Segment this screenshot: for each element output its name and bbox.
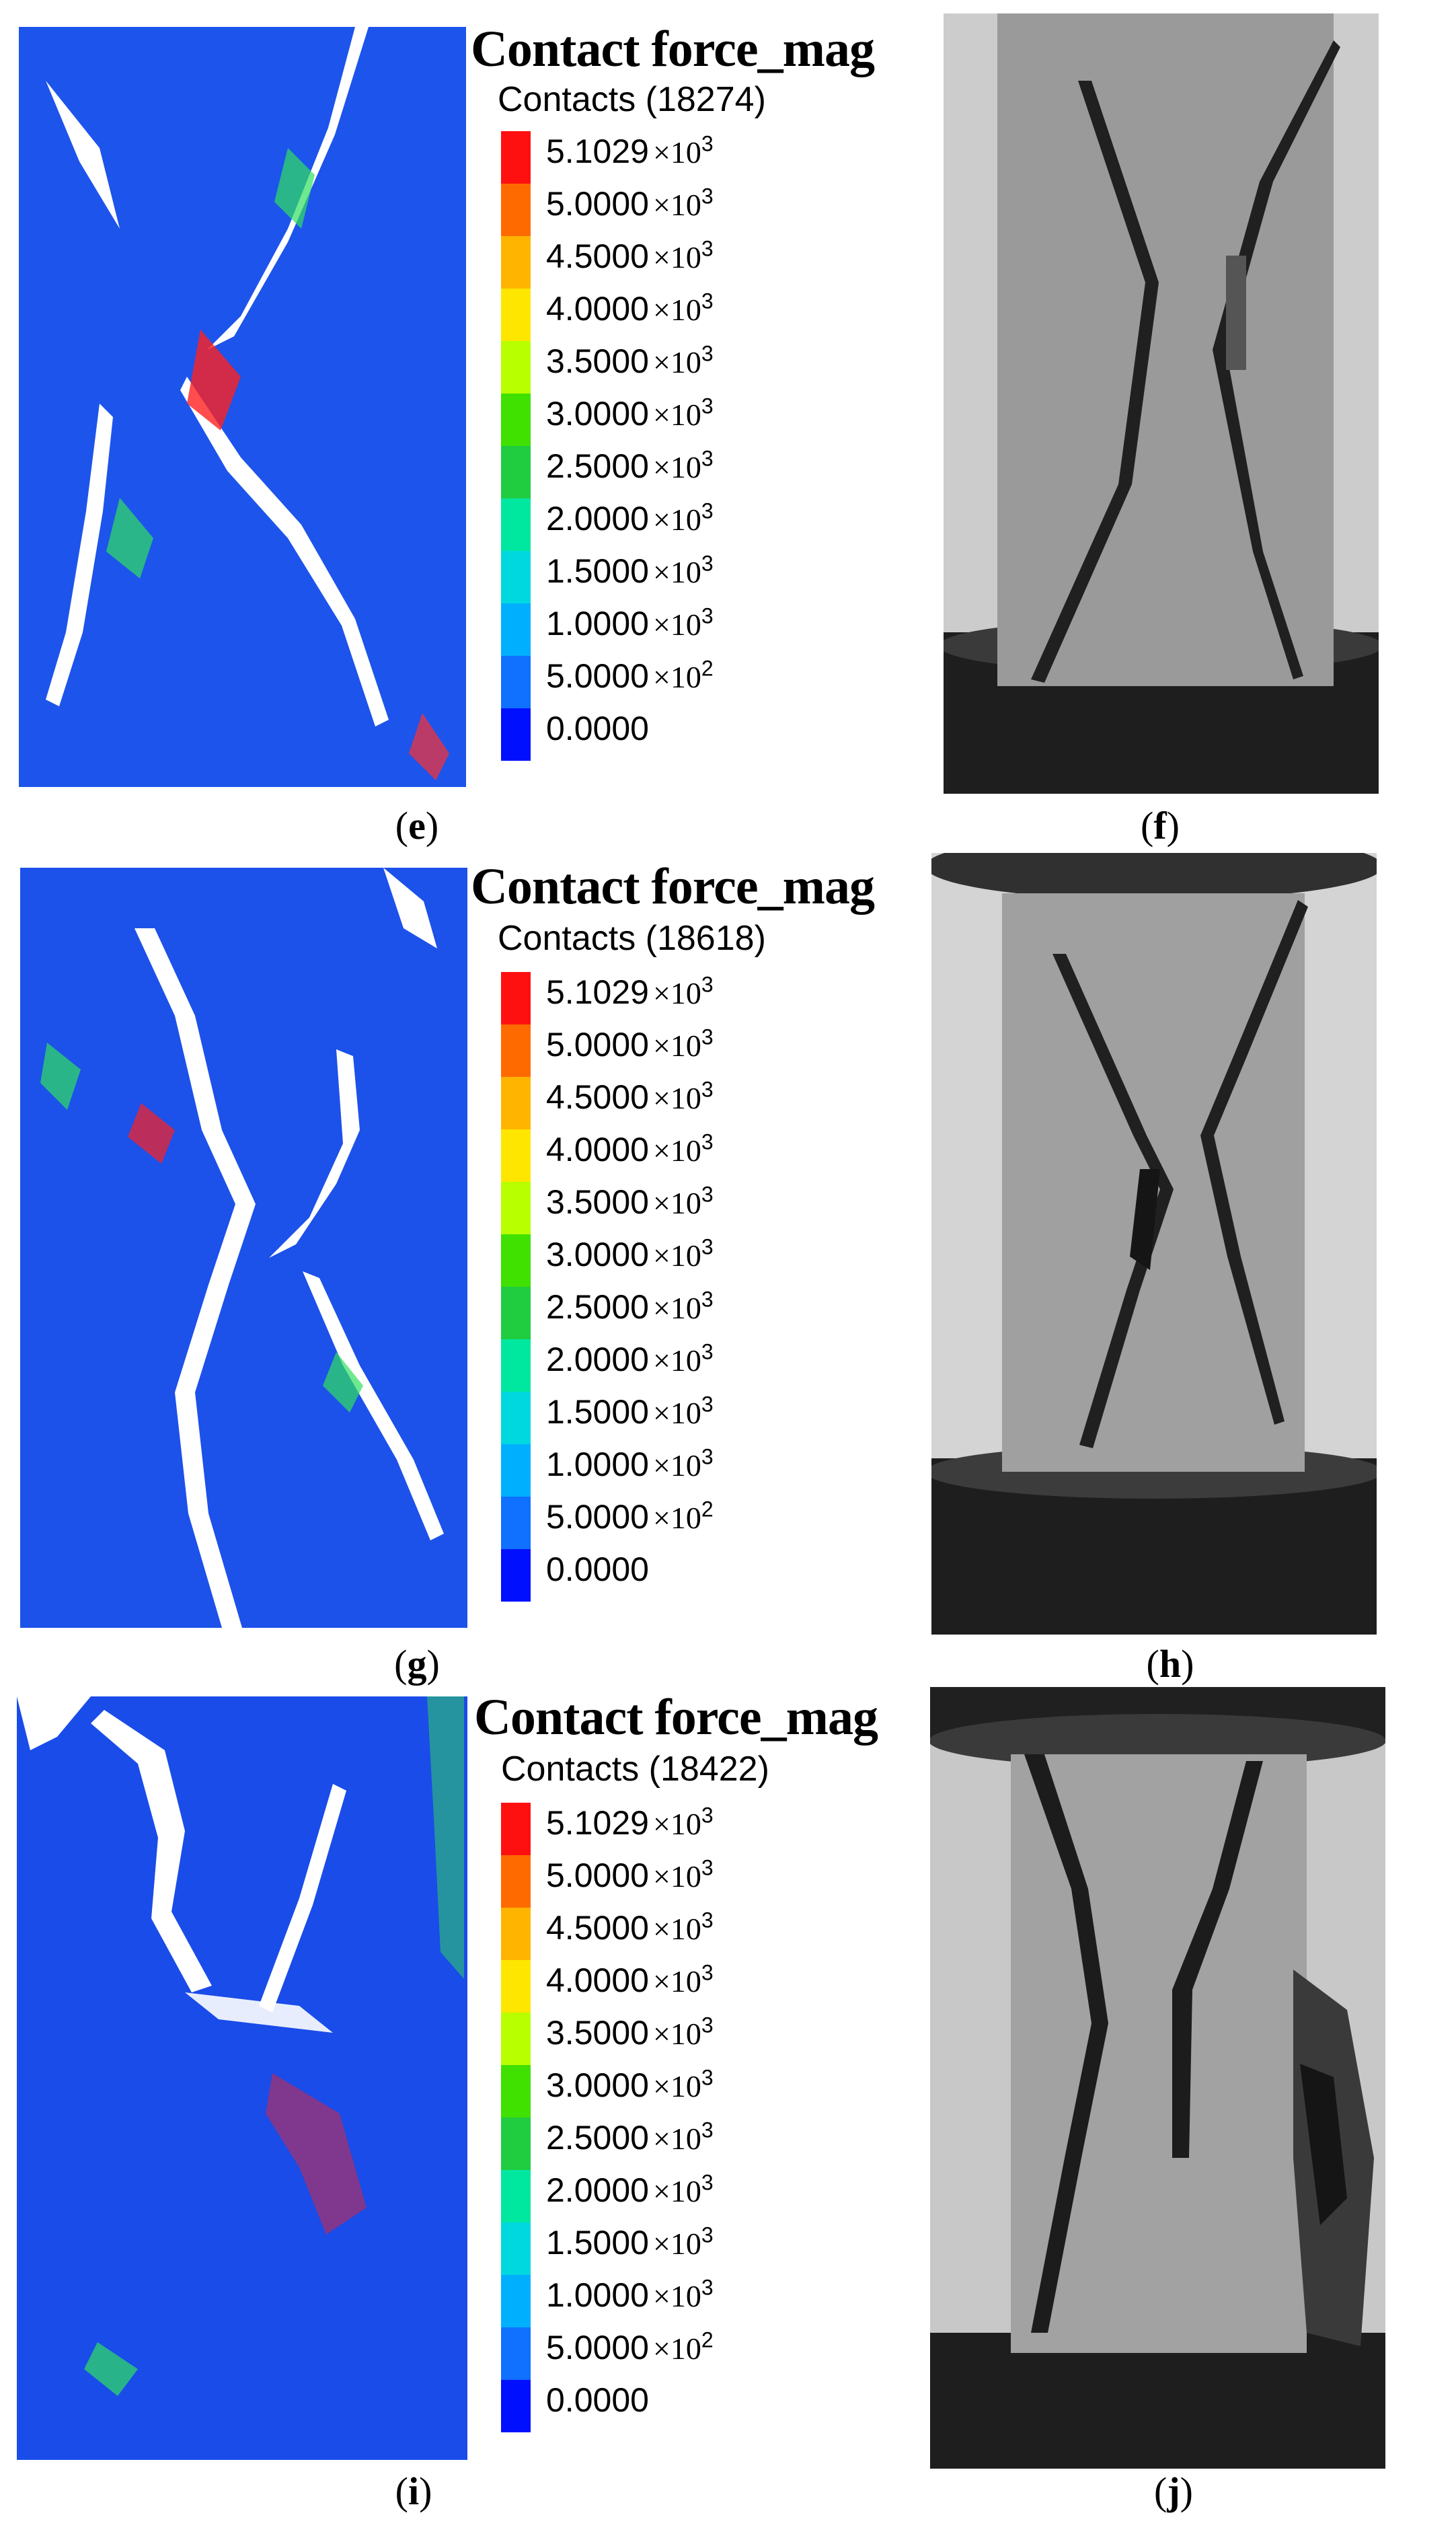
colorbar-segment [501, 972, 531, 1024]
legend-tick-label: 1.0000 ×103 [546, 2275, 714, 2314]
legend-title: Contact force_mag [471, 858, 875, 915]
legend-tick-label: 4.0000 ×103 [546, 289, 714, 328]
colorbar-segment [501, 1287, 531, 1339]
colorbar-segment [501, 1855, 531, 1908]
legend-tick-label: 5.1029 ×103 [546, 131, 714, 170]
colorbar-segment [501, 708, 531, 761]
colorbar-segment [501, 446, 531, 498]
colorbar-segment [501, 2013, 531, 2065]
contacts-count-label: Contacts (18422) [501, 1750, 769, 1789]
legend-tick-label: 0.0000 [546, 710, 649, 747]
contact-force-simulation-i [17, 1696, 467, 2460]
colorbar-segment [501, 2380, 531, 2432]
caption-f: (f) [1141, 804, 1180, 848]
colorbar-segment [501, 236, 531, 289]
colorbar-segment [501, 1549, 531, 1602]
legend-tick-label: 1.5000 ×103 [546, 551, 714, 590]
colorbar [501, 1803, 531, 2432]
colorbar-segment [501, 2275, 531, 2327]
colorbar-segment [501, 184, 531, 236]
colorbar-segment [501, 1908, 531, 1960]
colorbar-segment [501, 1234, 531, 1287]
legend-tick-label: 5.0000 ×102 [546, 2327, 714, 2366]
specimen-photo-h [931, 853, 1377, 1635]
legend-tick-label: 1.5000 ×103 [546, 1392, 714, 1431]
colorbar-segment [501, 1497, 531, 1549]
contact-force-simulation-g [20, 868, 467, 1628]
colorbar-segment [501, 498, 531, 551]
colorbar-segment [501, 2065, 531, 2118]
colorbar-segment [501, 2118, 531, 2170]
legend-tick-label: 2.5000 ×103 [546, 446, 714, 485]
colorbar-segment [501, 394, 531, 446]
legend-tick-label: 5.1029 ×103 [546, 1803, 714, 1842]
legend-tick-label: 2.0000 ×103 [546, 498, 714, 537]
legend-tick-label: 2.0000 ×103 [546, 2170, 714, 2209]
colorbar-segment [501, 1024, 531, 1077]
colorbar-segment [501, 1077, 531, 1129]
legend-tick-label: 3.0000 ×103 [546, 2065, 714, 2104]
colorbar-segment [501, 551, 531, 603]
colorbar [501, 131, 531, 761]
legend-tick-label: 3.0000 ×103 [546, 394, 714, 433]
contacts-count-label: Contacts (18618) [498, 919, 766, 958]
legend-tick-label: 4.5000 ×103 [546, 1077, 714, 1116]
legend-tick-label: 5.0000 ×102 [546, 1497, 714, 1536]
colorbar-segment [501, 1339, 531, 1392]
specimen-photo-f [944, 13, 1379, 794]
colorbar-segment [501, 131, 531, 184]
legend-tick-label: 4.0000 ×103 [546, 1960, 714, 1999]
legend-tick-label: 1.0000 ×103 [546, 603, 714, 642]
legend-title: Contact force_mag [474, 1689, 878, 1746]
caption-g: (g) [394, 1642, 440, 1686]
caption-e: (e) [395, 804, 439, 848]
colorbar-segment [501, 1960, 531, 2013]
colorbar-segment [501, 656, 531, 708]
legend-tick-label: 5.0000 ×102 [546, 656, 714, 695]
caption-h: (h) [1146, 1642, 1194, 1686]
colorbar-segment [501, 289, 531, 341]
legend-tick-label: 5.0000 ×103 [546, 1855, 714, 1894]
legend-tick-label: 1.0000 ×103 [546, 1444, 714, 1483]
colorbar-segment [501, 2222, 531, 2275]
legend-tick-label: 2.0000 ×103 [546, 1339, 714, 1378]
legend-title: Contact force_mag [471, 21, 875, 77]
caption-j: (j) [1154, 2469, 1193, 2513]
colorbar-segment [501, 1182, 531, 1234]
colorbar-segment [501, 1392, 531, 1444]
legend-tick-label: 5.0000 ×103 [546, 184, 714, 223]
specimen-photo-j [930, 1687, 1385, 2469]
colorbar-segment [501, 2170, 531, 2222]
legend-tick-label: 3.5000 ×103 [546, 2013, 714, 2052]
caption-i: (i) [395, 2469, 432, 2513]
legend-tick-label: 5.0000 ×103 [546, 1024, 714, 1063]
contacts-count-label: Contacts (18274) [498, 80, 766, 119]
legend-tick-label: 4.0000 ×103 [546, 1129, 714, 1168]
legend-tick-label: 2.5000 ×103 [546, 2118, 714, 2157]
legend-tick-label: 4.5000 ×103 [546, 1908, 714, 1947]
legend-tick-label: 0.0000 [546, 1550, 649, 1588]
legend-tick-label: 0.0000 [546, 2381, 649, 2419]
legend-tick-label: 3.5000 ×103 [546, 1182, 714, 1221]
legend-tick-label: 3.5000 ×103 [546, 341, 714, 380]
colorbar-segment [501, 2327, 531, 2380]
colorbar-segment [501, 1129, 531, 1182]
colorbar-segment [501, 1444, 531, 1497]
legend-tick-label: 4.5000 ×103 [546, 236, 714, 275]
colorbar-segment [501, 603, 531, 656]
colorbar [501, 972, 531, 1602]
legend-tick-label: 3.0000 ×103 [546, 1234, 714, 1273]
colorbar-segment [501, 341, 531, 394]
contact-force-simulation-e [19, 27, 466, 787]
colorbar-segment [501, 1803, 531, 1855]
legend-tick-label: 2.5000 ×103 [546, 1287, 714, 1326]
legend-tick-label: 1.5000 ×103 [546, 2222, 714, 2261]
legend-tick-label: 5.1029 ×103 [546, 972, 714, 1011]
